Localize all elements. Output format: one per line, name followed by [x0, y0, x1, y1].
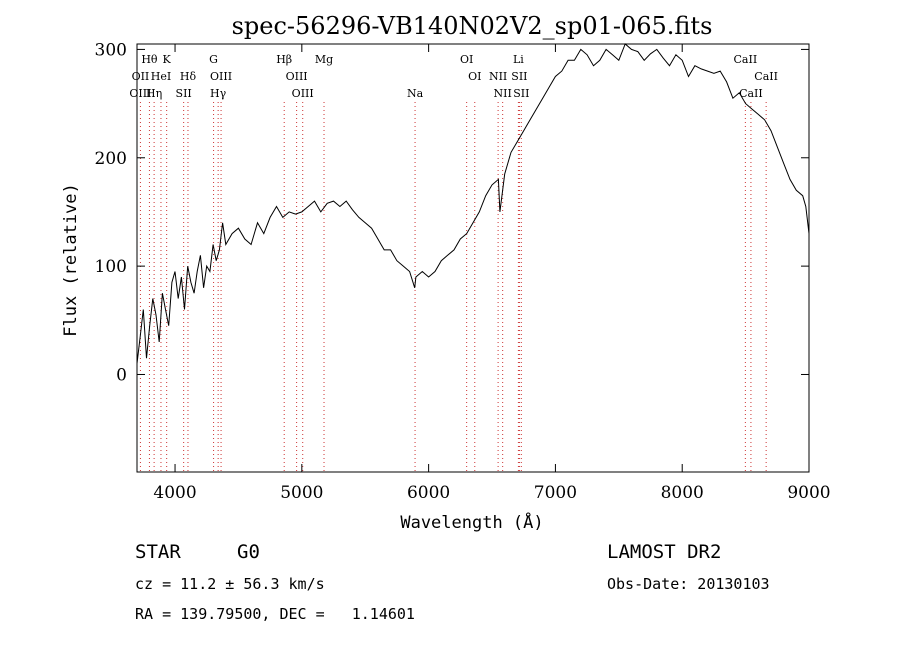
- marker-label: HeI: [151, 70, 171, 83]
- spectrum-line: [136, 43, 810, 364]
- marker-label: OIII: [129, 87, 151, 100]
- axis-ticks: 4000 5000 6000 7000 8000 9000 0 100 200 300: [95, 40, 831, 503]
- plot-frame: [136, 43, 810, 473]
- marker-label: Hδ: [180, 70, 197, 83]
- marker-label: K: [163, 53, 172, 66]
- x-tick-label: 4000: [153, 483, 196, 503]
- marker-label: Hη: [146, 87, 162, 100]
- marker-label: OII: [132, 70, 150, 83]
- y-tick-label: 100: [95, 257, 127, 277]
- redshift-readout: cz = 11.2 ± 56.3 km/s: [135, 575, 325, 593]
- y-tick-label: 300: [95, 40, 127, 60]
- x-axis-label: Wavelength (Å): [400, 511, 543, 533]
- marker-label: Li: [513, 53, 524, 66]
- chart-title: spec-56296-VB140N02V2_sp01-065.fits: [232, 12, 713, 40]
- y-axis-label: Flux (relative): [61, 183, 81, 337]
- marker-label: Hγ: [210, 87, 227, 100]
- marker-label: NII: [494, 87, 512, 100]
- x-tick-label: 5000: [280, 483, 323, 503]
- x-tick-label: 9000: [787, 483, 830, 503]
- coordinates: RA = 139.79500, DEC = 1.14601: [135, 605, 415, 623]
- marker-label: OI: [460, 53, 473, 66]
- marker-label: OIII: [210, 70, 232, 83]
- y-tick-label: 0: [116, 365, 127, 385]
- y-tick-label: 200: [95, 149, 127, 169]
- marker-label: SII: [511, 70, 527, 83]
- marker-label: SII: [176, 87, 192, 100]
- marker-label: SII: [513, 87, 529, 100]
- marker-label: OI: [468, 70, 481, 83]
- marker-label: OIII: [286, 70, 308, 83]
- x-tick-label: 8000: [661, 483, 704, 503]
- marker-label: G: [209, 53, 218, 66]
- marker-label: Hθ: [141, 53, 158, 66]
- marker-label: CaII: [734, 53, 758, 66]
- x-tick-label: 7000: [534, 483, 577, 503]
- object-class: STAR: [135, 541, 181, 563]
- x-tick-label: 6000: [407, 483, 450, 503]
- object-subclass: G0: [237, 541, 260, 563]
- marker-label: Hβ: [276, 53, 292, 66]
- marker-label: CaII: [754, 70, 778, 83]
- marker-label: Mg: [315, 53, 333, 66]
- marker-label: OIII: [292, 87, 314, 100]
- obs-date: Obs-Date: 20130103: [607, 575, 770, 593]
- survey-name: LAMOST DR2: [607, 541, 722, 563]
- marker-label: NII: [489, 70, 507, 83]
- marker-label: CaII: [739, 87, 763, 100]
- marker-label: Na: [407, 87, 424, 100]
